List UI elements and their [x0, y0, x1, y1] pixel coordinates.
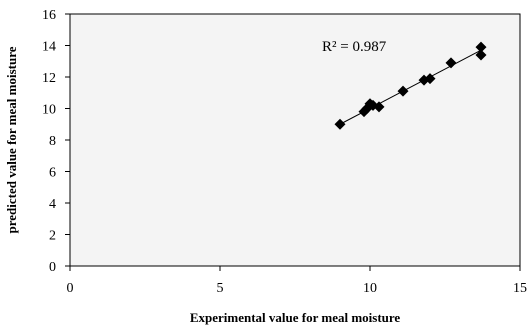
y-tick-label: 12: [42, 71, 56, 86]
y-tick-label: 2: [49, 229, 56, 244]
x-tick-label: 5: [217, 281, 224, 296]
y-tick-label: 8: [49, 134, 56, 149]
data-point: [445, 57, 457, 69]
x-tick-label: 0: [67, 281, 74, 296]
x-tick-label: 15: [513, 281, 527, 296]
x-axis-title: Experimental value for meal moisture: [190, 310, 401, 325]
data-point: [397, 85, 409, 97]
y-tick-label: 4: [49, 197, 56, 212]
y-tick-label: 6: [49, 166, 56, 181]
data-point: [373, 101, 385, 113]
plot-area: [69, 13, 521, 267]
y-axis-title: predicted value for meal moisture: [4, 46, 19, 233]
data-point: [475, 41, 487, 53]
x-tick-label: 10: [363, 281, 377, 296]
data-point: [424, 73, 436, 85]
y-tick-label: 0: [49, 260, 56, 275]
data-point: [334, 118, 346, 130]
r-squared-annotation: R² = 0.987: [322, 39, 387, 55]
data-point: [475, 49, 487, 61]
y-tick-label: 16: [42, 8, 56, 23]
y-tick-label: 14: [42, 40, 56, 55]
axes-layer: 0 2 4 6 8 10 12 14 16 0 5 10 15: [42, 8, 527, 296]
y-tick-label: 10: [42, 103, 56, 118]
data-points-layer: [334, 41, 487, 130]
